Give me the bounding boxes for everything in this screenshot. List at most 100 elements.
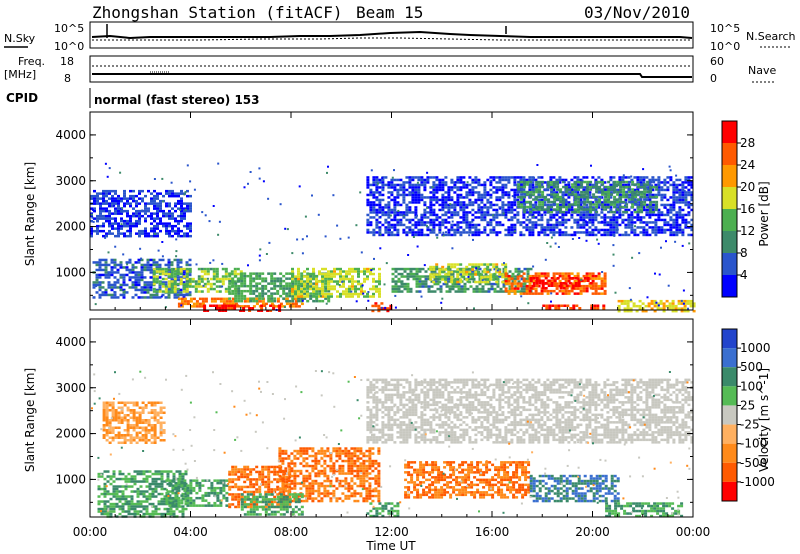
data-cell bbox=[118, 497, 122, 501]
data-cell bbox=[393, 186, 397, 189]
data-cell bbox=[189, 194, 192, 198]
data-cell bbox=[532, 282, 536, 285]
data-cell bbox=[465, 278, 469, 281]
data-cell bbox=[108, 192, 111, 195]
data-cell bbox=[567, 292, 571, 295]
data-cell bbox=[510, 231, 514, 234]
data-cell bbox=[324, 277, 328, 280]
data-cell bbox=[98, 268, 102, 272]
data-cell bbox=[188, 267, 192, 271]
data-cell bbox=[622, 188, 626, 191]
data-cell bbox=[387, 181, 391, 184]
data-cell bbox=[438, 186, 442, 189]
data-cell bbox=[387, 191, 391, 194]
data-cell bbox=[687, 178, 691, 182]
data-cell bbox=[543, 233, 547, 237]
data-cell bbox=[363, 270, 366, 273]
data-cell bbox=[424, 282, 428, 286]
data-cell bbox=[468, 231, 472, 234]
data-cell bbox=[465, 231, 469, 234]
data-cell bbox=[164, 290, 168, 293]
data-cell bbox=[516, 287, 520, 290]
scatter-point bbox=[126, 263, 129, 266]
data-cell bbox=[678, 201, 682, 204]
data-cell bbox=[99, 214, 102, 218]
data-cell bbox=[593, 304, 597, 307]
data-cell bbox=[167, 272, 171, 276]
data-cell bbox=[522, 213, 526, 217]
data-cell bbox=[486, 206, 490, 209]
data-cell bbox=[145, 475, 149, 478]
data-cell bbox=[206, 270, 210, 273]
data-cell bbox=[474, 273, 478, 276]
data-cell bbox=[138, 222, 141, 225]
data-cell bbox=[532, 190, 536, 194]
data-cell bbox=[381, 181, 385, 184]
data-cell bbox=[252, 305, 256, 308]
data-cell bbox=[554, 304, 558, 307]
data-cell bbox=[327, 299, 331, 303]
data-cell bbox=[463, 282, 467, 286]
data-cell bbox=[588, 196, 592, 199]
data-cell bbox=[618, 213, 622, 217]
data-cell bbox=[420, 196, 424, 199]
data-cell bbox=[303, 287, 306, 291]
data-cell bbox=[450, 226, 454, 229]
data-cell bbox=[687, 213, 691, 217]
data-cell bbox=[176, 291, 180, 294]
data-cell bbox=[183, 217, 186, 220]
data-cell bbox=[228, 297, 232, 300]
data-cell bbox=[167, 268, 171, 272]
data-cell bbox=[378, 206, 382, 209]
data-cell bbox=[604, 193, 608, 196]
data-cell bbox=[633, 188, 637, 192]
data-cell bbox=[639, 178, 643, 182]
data-cell bbox=[535, 284, 539, 287]
data-cell bbox=[553, 282, 557, 285]
data-cell bbox=[571, 185, 575, 189]
data-cell bbox=[531, 186, 535, 189]
data-cell bbox=[231, 292, 235, 295]
data-cell bbox=[510, 206, 514, 209]
data-cell bbox=[128, 286, 132, 289]
data-cell bbox=[113, 266, 117, 269]
data-cell bbox=[480, 218, 484, 222]
data-cell bbox=[260, 307, 264, 310]
data-cell bbox=[375, 178, 379, 182]
data-cell bbox=[537, 231, 541, 234]
data-cell bbox=[672, 231, 676, 234]
data-cell bbox=[163, 497, 167, 501]
data-cell bbox=[228, 292, 232, 295]
data-cell bbox=[387, 201, 391, 204]
data-cell bbox=[171, 234, 174, 238]
data-cell bbox=[450, 263, 454, 266]
data-cell bbox=[330, 295, 333, 298]
data-cell bbox=[402, 216, 406, 219]
data-cell bbox=[426, 176, 430, 179]
data-cell bbox=[513, 279, 517, 283]
scatter-point bbox=[391, 176, 394, 179]
data-cell bbox=[261, 284, 265, 288]
data-cell bbox=[143, 283, 147, 287]
data-cell bbox=[619, 200, 623, 204]
data-cell bbox=[209, 287, 213, 291]
scatter-point bbox=[513, 196, 516, 199]
data-cell bbox=[639, 221, 643, 224]
data-cell bbox=[288, 287, 292, 290]
data-cell bbox=[507, 218, 511, 222]
data-cell bbox=[415, 290, 419, 293]
data-cell bbox=[600, 228, 604, 232]
data-cell bbox=[375, 191, 379, 194]
data-cell bbox=[616, 200, 620, 204]
data-cell bbox=[432, 228, 436, 232]
data-cell bbox=[687, 183, 691, 187]
data-cell bbox=[675, 216, 679, 219]
data-cell bbox=[333, 267, 336, 271]
data-cell bbox=[540, 213, 544, 217]
data-cell bbox=[396, 191, 400, 194]
data-cell bbox=[621, 176, 625, 179]
data-cell bbox=[180, 214, 183, 218]
data-cell bbox=[480, 275, 484, 279]
data-cell bbox=[118, 500, 122, 503]
data-cell bbox=[514, 275, 518, 278]
